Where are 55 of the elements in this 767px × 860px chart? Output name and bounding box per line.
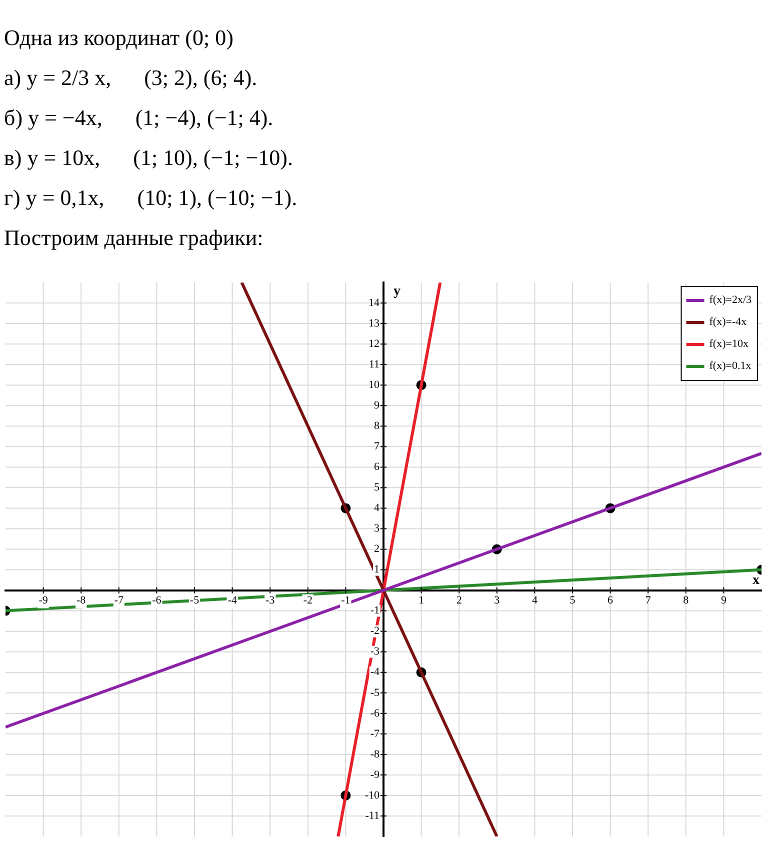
y-tick-label: -5 bbox=[370, 686, 380, 699]
x-tick-label: -3 bbox=[266, 594, 276, 607]
x-tick-label: -1 bbox=[341, 594, 350, 607]
text: а) y = 2/3 x, (3; 2), (6; 4). bbox=[4, 64, 258, 92]
y-tick-label: 8 bbox=[374, 420, 380, 432]
y-tick-label: 7 bbox=[374, 440, 380, 453]
x-tick-label: 6 bbox=[608, 594, 614, 607]
y-tick-label: -1 bbox=[370, 604, 380, 617]
x-tick-label: -8 bbox=[76, 594, 86, 607]
text: Одна из координат (0; 0) bbox=[4, 24, 234, 52]
x-tick-label: 7 bbox=[645, 594, 652, 607]
y-tick-label: -6 bbox=[370, 707, 380, 720]
y-tick-label: 2 bbox=[374, 543, 380, 556]
legend-label: f(x)=0.1x bbox=[709, 360, 752, 372]
legend-label: f(x)=-4x bbox=[709, 316, 748, 328]
y-tick-label: -8 bbox=[370, 748, 380, 760]
y-axis-title: y bbox=[394, 284, 400, 300]
y-tick-label: 1 bbox=[374, 564, 380, 576]
y-tick-label: -9 bbox=[370, 768, 380, 781]
x-tick-label: -6 bbox=[152, 594, 162, 607]
x-tick-label: 3 bbox=[494, 594, 500, 607]
y-tick-label: -3 bbox=[370, 646, 380, 658]
y-tick-label: 3 bbox=[374, 522, 380, 535]
text: б) y = −4x, (1; −4), (−1; 4). bbox=[4, 104, 274, 132]
x-tick-label: 2 bbox=[456, 594, 462, 607]
x-axis-title: x bbox=[752, 572, 760, 588]
y-tick-label: -7 bbox=[370, 728, 380, 740]
x-tick-label: 1 bbox=[418, 594, 424, 607]
x-tick-label: 5 bbox=[570, 594, 576, 607]
y-tick-label: 14 bbox=[368, 296, 380, 309]
x-tick-label: -4 bbox=[228, 594, 238, 607]
legend-label: f(x)=10x bbox=[709, 338, 749, 350]
y-tick-label: -11 bbox=[365, 810, 380, 822]
x-tick-label: 9 bbox=[720, 594, 727, 607]
y-tick-label: -10 bbox=[364, 789, 380, 802]
y-tick-label: 10 bbox=[368, 378, 380, 391]
x-tick-label: -7 bbox=[114, 594, 124, 607]
legend-label: f(x)=2x/3 bbox=[709, 294, 752, 306]
text: Построим данные графики: bbox=[4, 224, 264, 252]
y-tick-label: 5 bbox=[374, 482, 380, 494]
y-tick-label: 11 bbox=[368, 358, 380, 370]
y-tick-label: 9 bbox=[374, 400, 380, 412]
y-tick-label: 6 bbox=[374, 461, 380, 474]
y-tick-label: -2 bbox=[370, 625, 380, 638]
y-tick-label: 13 bbox=[368, 317, 380, 330]
y-tick-label: -4 bbox=[370, 666, 380, 678]
x-tick-label: 4 bbox=[532, 594, 538, 607]
x-tick-label: -2 bbox=[303, 594, 312, 607]
text: г) y = 0,1x, (10; 1), (−10; −1). bbox=[4, 184, 298, 212]
y-tick-label: 12 bbox=[368, 338, 380, 350]
text: в) y = 10x, (1; 10), (−1; −10). bbox=[4, 144, 294, 172]
x-tick-label: 8 bbox=[683, 594, 690, 607]
x-tick-label: -9 bbox=[38, 594, 48, 607]
x-tick-label: -5 bbox=[190, 594, 200, 607]
y-tick-label: 4 bbox=[374, 502, 380, 514]
